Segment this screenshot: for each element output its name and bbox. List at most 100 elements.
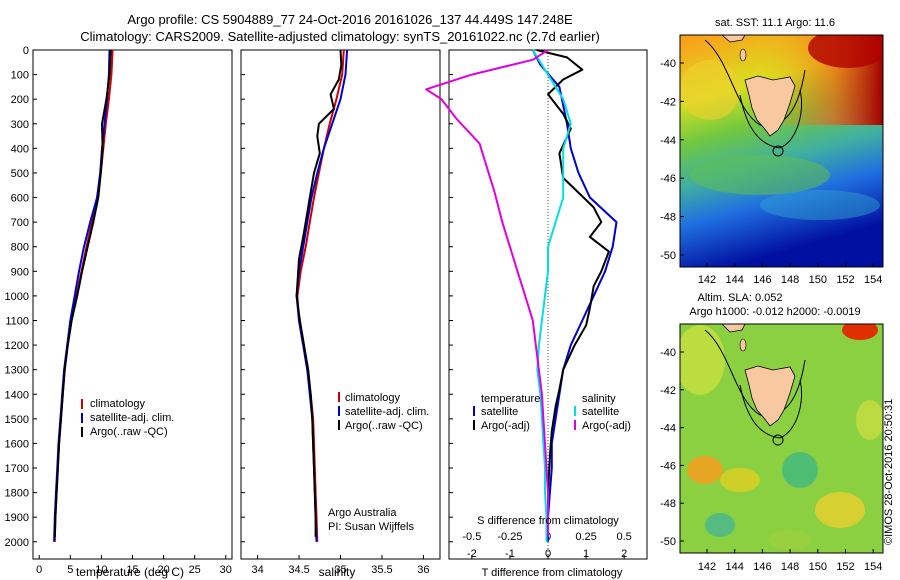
y-tick-label: 1900 — [5, 512, 29, 524]
temperature-x-ticks: 0 5 10 15 20 25 30 — [36, 555, 232, 576]
sla-frame — [679, 323, 884, 554]
s-tick-label: -0.5 — [462, 531, 481, 543]
lon-tick-label: 150 — [809, 274, 827, 286]
lat-tick-label: -46 — [660, 460, 676, 472]
x-tick-label: 34 — [251, 564, 263, 576]
sla-lon-ticks: 142 144 146 148 150 152 154 — [698, 549, 882, 573]
y-tick-label: 1100 — [5, 315, 29, 327]
sla-argo-marker — [772, 434, 784, 446]
lat-tick-label: -44 — [660, 423, 676, 435]
difference-legend: temperature salinity satellite Argo(-adj… — [473, 393, 631, 432]
difference-series — [425, 49, 618, 542]
lon-tick-label: 154 — [864, 561, 882, 573]
x-tick-label: 36 — [417, 564, 429, 576]
x-tick-label: 15 — [126, 564, 138, 576]
d-legend-salinity: salinity — [582, 393, 616, 405]
d-legend-t-argo: Argo(-adj) — [481, 420, 530, 432]
x-tick-label: 10 — [95, 564, 107, 576]
x-tick-label: 20 — [157, 564, 169, 576]
x-tick-label: -2 — [467, 548, 477, 560]
sst-patch-1 — [680, 60, 740, 120]
s-legend-argo: Argo(..raw -QC) — [345, 420, 423, 432]
x-tick-label: 35 — [334, 564, 346, 576]
x-tick-label: 5 — [67, 564, 73, 576]
sla-king-island — [739, 338, 747, 352]
sla-patch-1 — [680, 325, 725, 395]
salinity-legend: climatology satellite-adj. clim. Argo(..… — [338, 392, 429, 432]
series-t-argo — [536, 49, 610, 537]
temperature-xlabel: temperature (deg C) — [76, 565, 184, 579]
sst-tasmania — [744, 75, 796, 137]
title-line-2: Climatology: CARS2009. Satellite-adjuste… — [80, 29, 600, 44]
lat-tick-label: -50 — [660, 250, 676, 262]
x-tick-label: 35.5 — [371, 564, 392, 576]
y-tick-label: 400 — [11, 143, 29, 155]
lon-tick-label: 142 — [698, 561, 716, 573]
sla-contour-1 — [704, 329, 806, 416]
y-tick-label: 1500 — [5, 414, 29, 426]
lat-tick-label: -50 — [660, 536, 676, 548]
lon-tick-label: 146 — [753, 561, 771, 573]
y-tick-label: 2000 — [5, 537, 29, 549]
x-tick-label: -1 — [505, 548, 515, 560]
series-argo — [53, 49, 112, 537]
y-tick-label: 200 — [11, 94, 29, 106]
pi-label: PI: Susan Wijffels — [328, 521, 414, 533]
lon-tick-label: 152 — [836, 561, 854, 573]
lon-tick-label: 146 — [753, 274, 771, 286]
difference-panel: -2 -1 0 1 2-0.5 -0.25 0 0.25 0.5 S difference fr… — [425, 49, 648, 579]
salinity-frame — [240, 49, 441, 560]
t-diff-label: T difference from climatology — [482, 567, 623, 579]
sst-contour-1 — [704, 39, 806, 126]
y-tick-label: 1200 — [5, 340, 29, 352]
sst-lon-ticks: 142 144 146 148 150 152 154 — [698, 263, 882, 286]
y-tick-label: 300 — [11, 119, 29, 131]
x-tick-label: 25 — [189, 564, 201, 576]
lat-tick-label: -48 — [660, 212, 676, 224]
lat-tick-label: -40 — [660, 347, 676, 359]
lon-tick-label: 142 — [698, 274, 716, 286]
salinity-x-ticks: 34 34.5 35 35.5 36 — [251, 555, 430, 576]
lon-tick-label: 154 — [864, 274, 882, 286]
legend-argo: Argo(..raw -QC) — [90, 426, 168, 438]
lon-tick-label: 148 — [781, 561, 799, 573]
sst-king-island — [739, 48, 747, 62]
series-satellite-adj-clim- — [295, 49, 349, 542]
s-tick-label: -0.25 — [497, 531, 522, 543]
y-tick-label: 1300 — [5, 365, 29, 377]
salinity-y-ticks — [241, 49, 245, 543]
x-tick-label: 34.5 — [288, 564, 309, 576]
d-legend-temperature: temperature — [481, 393, 540, 405]
y-tick-label: 700 — [11, 217, 29, 229]
argo-australia-label: Argo Australia — [328, 507, 397, 519]
sla-patch-2 — [687, 456, 723, 484]
sla-lat-ticks: -40 -42 -44 -46 -48 -50 — [660, 347, 684, 548]
sst-title: sat. SST: 11.1 Argo: 11.6 — [715, 17, 835, 29]
y-tick-label: 1400 — [5, 389, 29, 401]
s-tick-label: 0.5 — [617, 531, 632, 543]
difference-y-ticks — [449, 49, 453, 543]
y-tick-label: 1700 — [5, 463, 29, 475]
sst-hot-core — [808, 35, 883, 68]
temperature-panel: 0100200300400500600700800900100011001200… — [5, 45, 233, 579]
temperature-frame — [32, 49, 233, 560]
series-climatology — [296, 49, 345, 542]
temperature-legend: climatology satellite-adj. clim. Argo(..… — [81, 398, 174, 438]
sst-mainland — [721, 35, 746, 43]
s-legend-satellite: satellite-adj. clim. — [345, 406, 429, 418]
series-s-satellite — [531, 49, 572, 542]
sst-argo-marker — [772, 145, 784, 157]
x-tick-label: 30 — [220, 564, 232, 576]
legend-climatology: climatology — [90, 398, 146, 410]
sst-map: sat. SST: 11.1 Argo: 11.6 -40-42-44-46-4… — [660, 17, 884, 286]
sst-lat-ticks: -40 -42 -44 -46 -48 -50 — [660, 58, 684, 262]
s-diff-label: S difference from climatology — [477, 515, 619, 527]
salinity-panel: 34 34.5 35 35.5 36 salinity climatology sate… — [240, 49, 441, 579]
imos-watermark: ©IMOS 28-Oct-2016 20:50:31 — [883, 399, 895, 545]
lat-tick-label: -44 — [660, 135, 676, 147]
depth-axis: 0 100 200 300 400 500 600 700 800 900 1000 1100 1200… — [5, 45, 37, 549]
lat-tick-label: -46 — [660, 173, 676, 185]
lat-tick-label: -42 — [660, 96, 676, 108]
sla-patch-4 — [782, 452, 818, 488]
sla-patch-8 — [768, 530, 812, 550]
